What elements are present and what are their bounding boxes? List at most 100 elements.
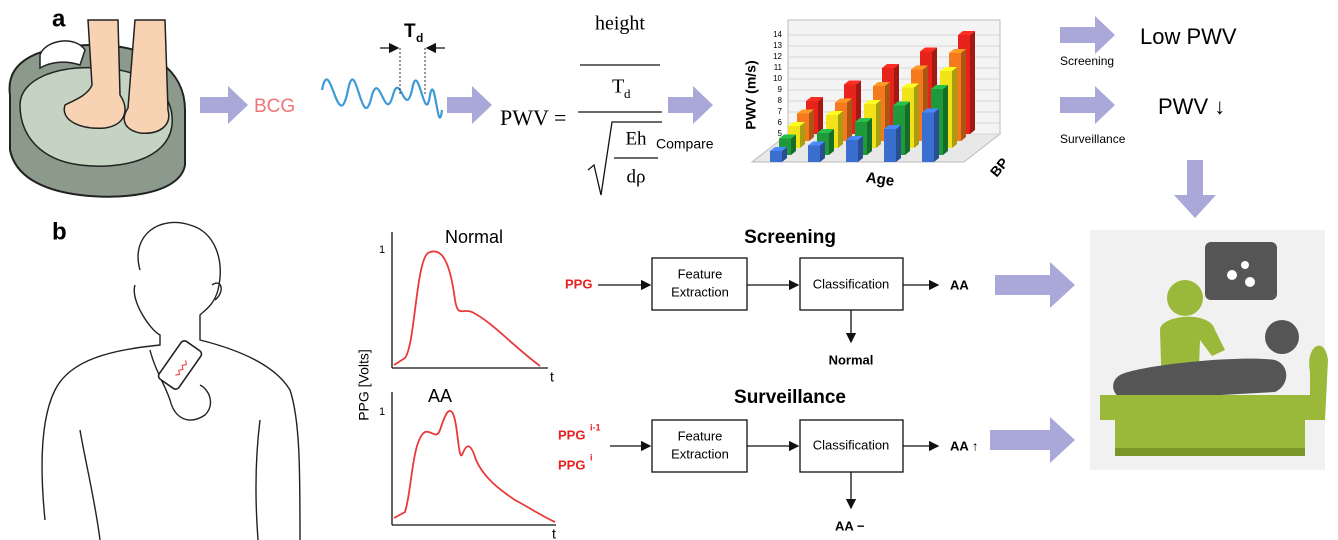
process-box [651,257,748,311]
bar-front [922,112,934,162]
result-label: PWV ↓ [1158,94,1225,119]
input-superscript: i [590,452,593,462]
formula-lhs: PWV = [500,105,566,130]
process-box [799,419,904,473]
bar-side [782,147,787,162]
bar-top [835,98,852,103]
bcg-label: BCG [254,96,295,117]
y-tick-label: 10 [773,74,782,83]
bar-side [952,67,957,148]
y-tick-label: 7 [778,107,783,116]
bar-top [788,122,805,126]
y-tick-label: 11 [774,63,783,72]
y-tick-label: 13 [773,41,782,50]
td-subscript: d [416,31,423,45]
bar-top [826,111,843,115]
root-numerator: Eh [625,128,647,149]
bar-top [864,100,881,104]
panel-label: b [52,218,67,245]
bar-top [940,67,957,71]
bar-side [791,134,796,155]
bar-side [970,31,975,134]
bar-top [808,141,825,146]
ppg-plot: 1 t AA [379,386,556,540]
bar-front [846,140,858,162]
y-tick-label: 1 [379,406,385,418]
result-label: Low PWV [1140,24,1237,49]
y-axis-label: PWV (m/s) [743,60,759,129]
bar-side [858,136,863,162]
flow-arrow [990,417,1075,463]
bar-side [809,109,814,141]
bar-top [931,85,948,89]
phone-illustration [157,340,203,390]
section-title: Surveillance [734,387,846,408]
y-tick-label: 9 [778,85,783,94]
formula-denominator: T [612,76,624,98]
box-label: Classification [813,437,890,452]
bar-top [779,134,796,139]
y-tick-label: 12 [773,52,782,61]
flow-arrow [1060,86,1115,124]
output-label: AA [950,277,969,292]
bar-side [847,98,852,141]
bar-top [846,136,863,140]
bar-top [770,147,787,151]
bar-top [920,47,937,52]
section-title: Screening [744,227,836,248]
clinic-illustration [1090,230,1328,470]
bar-top [882,64,899,68]
sqrt-sign [587,121,662,196]
box-label: Feature [678,428,723,443]
bar-front [808,145,820,162]
bar-side [961,49,966,141]
box-label: Extraction [671,446,729,461]
pwv-chart: PWV (m/s) Age BP 5 6 7 8 9 10 11 12 13 14 [743,19,1012,190]
y-axis-label: PPG [Volts] [356,349,372,421]
input-label: PPG [565,276,592,291]
bar-top [958,31,975,35]
box-label: Feature [678,266,723,281]
bar-side [896,125,901,162]
flow-arrow [668,86,713,124]
ppg-plot: 1 t Normal [379,227,554,385]
bar-side [934,108,939,162]
bar-top [922,108,939,113]
input-superscript: i-1 [590,422,601,432]
bar-top [797,109,814,114]
bar [922,108,939,162]
screening-label: Screening [1060,54,1114,68]
bar-top [855,118,872,122]
bar [808,141,825,162]
x-axis-label: t [550,369,554,385]
bar-front [884,129,896,162]
bar-side [829,129,834,155]
ppg-curve [393,410,556,523]
root-denominator: dρ [627,166,646,187]
process-box [651,419,748,473]
input-label: PPG [558,427,585,442]
bar-top [902,83,919,88]
formula-numerator: height [595,13,645,35]
bar-side [867,118,872,155]
bar [884,125,901,162]
plot-title: Normal [445,227,503,247]
bar-front [770,151,782,162]
ppg-curve [393,250,541,367]
bar-side [943,85,948,155]
bar-side [876,100,881,148]
flow-arrow [200,86,248,124]
bar-top [893,101,910,106]
surveillance-label: Surveillance [1060,132,1126,146]
bcg-waveform [320,78,444,119]
x-axis-label: Age [865,169,895,190]
y-tick-label: 5 [778,129,783,138]
output-label: AA ↑ [950,438,978,453]
formula-subscript: d [624,86,631,101]
y-tick-label: 1 [379,244,385,256]
bar-top [844,80,861,85]
td-label: T [404,21,416,42]
z-axis-label: BP [987,155,1012,180]
bar-side [818,97,823,134]
box-label: Extraction [671,284,729,299]
